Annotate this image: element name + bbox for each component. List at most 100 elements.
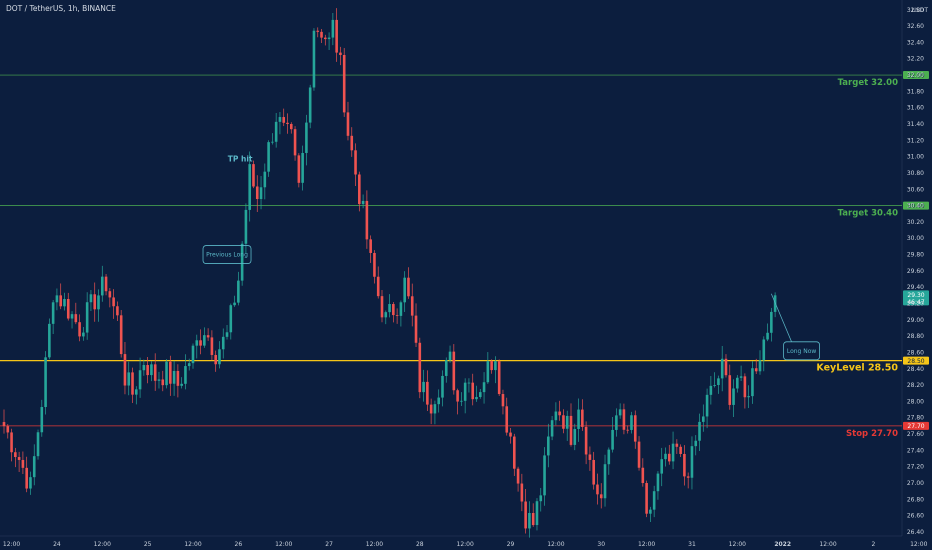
- candle-body: [562, 415, 565, 429]
- candle-body: [743, 376, 747, 398]
- candle-body: [320, 31, 323, 38]
- candle-body: [410, 296, 414, 316]
- y-tick-label: 32.20: [907, 56, 924, 63]
- candle-body: [17, 457, 21, 460]
- y-tick-label: 26.80: [907, 496, 924, 503]
- candle-body: [414, 315, 418, 343]
- level-tag-text-target2: 30.40: [907, 203, 924, 210]
- candle-body: [384, 312, 388, 318]
- y-tick-label: 32.00: [907, 72, 924, 79]
- candle-body: [51, 302, 55, 324]
- candle-body: [550, 420, 554, 437]
- candle-body: [210, 337, 214, 355]
- candle-body: [694, 440, 698, 447]
- candle-body: [70, 314, 74, 319]
- candle-body: [308, 87, 312, 123]
- candle-body: [32, 456, 36, 478]
- x-tick-label: 12:00: [547, 541, 564, 548]
- y-tick-label: 31.40: [907, 121, 924, 128]
- candle-body: [422, 381, 425, 393]
- candle-body: [116, 306, 119, 316]
- x-tick-label: 31: [688, 541, 696, 548]
- candle-body: [732, 388, 735, 405]
- candle-body: [104, 276, 108, 292]
- candle-body: [172, 370, 176, 384]
- candle-body: [252, 164, 255, 187]
- candle-body: [615, 415, 618, 430]
- x-tick-label: 2022: [774, 541, 791, 548]
- candle-body: [331, 19, 335, 38]
- candle-body: [324, 37, 327, 40]
- candle-body: [441, 375, 444, 398]
- candle-body: [346, 112, 350, 136]
- candle-body: [150, 364, 153, 376]
- candle-body: [248, 164, 251, 210]
- candle-body: [89, 294, 93, 303]
- level-tag-key: [903, 356, 929, 365]
- candle-body: [184, 366, 187, 384]
- y-tick-label: 27.80: [907, 415, 924, 422]
- candle-body: [21, 459, 25, 468]
- annotation-long-now-box: [783, 341, 820, 361]
- candle-body: [664, 453, 667, 460]
- candle-body: [354, 150, 357, 175]
- y-tick-label: 30.40: [907, 203, 924, 210]
- candle-body: [123, 354, 127, 386]
- y-tick-label: 29.20: [907, 300, 924, 307]
- candle-body: [618, 409, 622, 416]
- candle-body: [240, 243, 244, 281]
- candle-body: [516, 468, 520, 484]
- candle-body: [713, 385, 716, 386]
- candle-body: [547, 436, 550, 456]
- candle-body: [490, 361, 493, 371]
- candle-body: [460, 400, 463, 402]
- candle-body: [426, 381, 429, 405]
- candle-body: [218, 349, 221, 365]
- candle-body: [199, 340, 202, 346]
- annotation-previous-long-box: [202, 245, 252, 264]
- x-tick-label: 28: [416, 541, 424, 548]
- candle-body: [667, 453, 671, 462]
- candle-body: [373, 252, 376, 277]
- price-axis-panel: [902, 0, 932, 550]
- candle-body: [127, 372, 131, 386]
- level-label-target2: Target 30.40: [838, 209, 898, 219]
- candle-body: [335, 19, 338, 53]
- candle-body: [728, 375, 732, 405]
- candle-body: [195, 340, 199, 346]
- annotation-previous-long: Previous Long: [206, 252, 248, 259]
- candle-body: [36, 432, 40, 457]
- annotation-long-now: Long Now: [787, 348, 817, 355]
- candle-body: [100, 276, 104, 296]
- level-label-target1: Target 32.00: [838, 78, 898, 88]
- x-axis: 12:00 24 12:00 25 12:00 26 12:00 27 12:00 28 12:00…: [3, 541, 928, 548]
- candle-body: [637, 441, 641, 468]
- candle-body: [611, 429, 614, 450]
- level-tag-text-stop: 27.70: [907, 423, 924, 430]
- x-tick-label: 2: [871, 541, 875, 548]
- candle-body: [10, 432, 13, 453]
- candle-body: [622, 409, 626, 430]
- y-tick-label: 31.80: [907, 88, 924, 95]
- y-tick-label: 28.20: [907, 382, 924, 389]
- y-tick-label: 26.40: [907, 529, 924, 536]
- candle-body: [59, 295, 62, 307]
- candle-body: [278, 117, 282, 122]
- candle-body: [452, 351, 456, 391]
- y-tick-label: 27.00: [907, 480, 924, 487]
- candle-body: [82, 332, 85, 337]
- y-tick-label: 32.40: [907, 39, 924, 46]
- candle-body: [135, 389, 138, 395]
- candle-body: [478, 392, 482, 397]
- candle-body: [339, 52, 342, 55]
- candle-body: [584, 426, 588, 455]
- candle-body: [437, 397, 440, 405]
- y-tick-label: 27.60: [907, 431, 924, 438]
- candle-body: [751, 368, 754, 397]
- candle-body: [263, 171, 267, 188]
- candle-body: [577, 409, 580, 429]
- candle-body: [66, 298, 70, 319]
- candle-body: [187, 363, 191, 367]
- symbol-title: DOT / TetherUS, 1h, BINANCE: [6, 4, 116, 13]
